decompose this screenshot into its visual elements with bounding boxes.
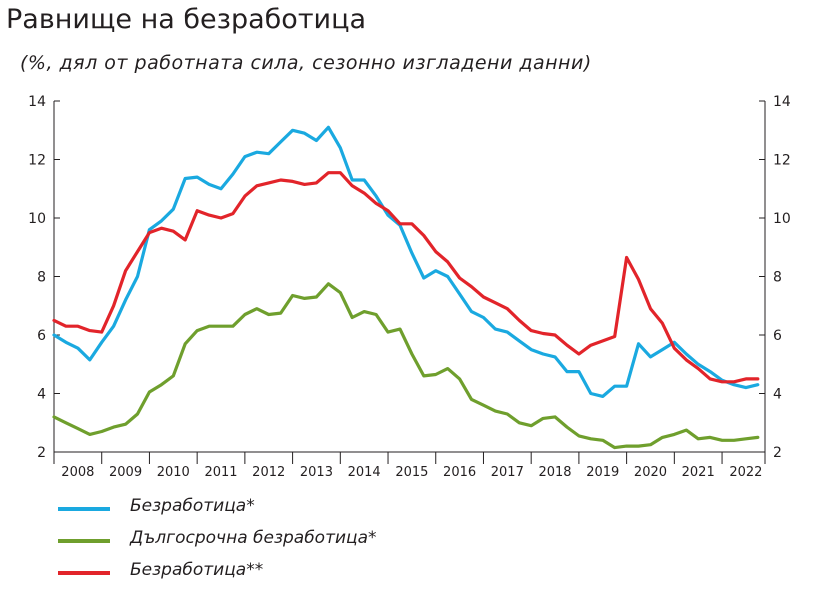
x-axis-labels: 2008 2009 2010 2011 2012 2013 2014 2015 2016 2017…: [61, 465, 762, 480]
x-tick-label: 2013: [300, 465, 333, 480]
y-tick-label-right: 10: [773, 211, 791, 227]
legend-label-long-term-unemployment: Дългосрочна безработица*: [130, 528, 377, 548]
x-tick-label: 2014: [348, 465, 381, 480]
series-line-unemployment-alt: [52, 171, 760, 384]
y-tick-label-right: 6: [773, 328, 782, 344]
y-tick-label-right: 4: [773, 387, 782, 403]
chart-title: Равнище на безработица: [6, 4, 367, 35]
x-tick-label: 2017: [491, 465, 524, 480]
x-tick-label: 2008: [61, 465, 94, 480]
x-tick-label: 2015: [395, 465, 428, 480]
legend-label-unemployment-alt: Безработица**: [130, 560, 264, 580]
x-tick-label: 2012: [252, 465, 285, 480]
y-tick-label-left: 4: [37, 387, 46, 403]
y-tick-label-right: 2: [773, 445, 782, 461]
x-tick-label: 2011: [204, 465, 237, 480]
y-tick-label-left: 10: [28, 211, 46, 227]
x-tick-label: 2020: [634, 465, 667, 480]
legend-swatch-unemployment-alt: [58, 571, 110, 575]
y-tick-label-left: 8: [37, 270, 46, 286]
x-tick-label: 2021: [682, 465, 715, 480]
y-tick-label-left: 6: [37, 328, 46, 344]
x-tick-label: 2018: [538, 465, 571, 480]
y-axis-right-labels: 2 4 6 8 10 12 14: [773, 94, 791, 461]
x-tick-label: 2009: [109, 465, 142, 480]
series-line-unemployment: [52, 125, 760, 398]
y-tick-label-right: 8: [773, 270, 782, 286]
chart-axes: [53, 100, 766, 464]
series-lines: [52, 125, 760, 450]
x-tick-label: 2019: [586, 465, 619, 480]
y-axis-left-labels: 2 4 6 8 10 12 14: [28, 94, 46, 461]
y-tick-label-right: 14: [773, 94, 791, 110]
y-tick-label-left: 14: [28, 94, 46, 110]
chart-subtitle: (%, дял от работната сила, сезонно изгла…: [20, 52, 592, 74]
legend-label-unemployment: Безработица*: [130, 496, 255, 516]
x-tick-label: 2022: [729, 465, 762, 480]
series-line-long-term-unemployment: [52, 282, 760, 450]
y-tick-label-left: 12: [28, 153, 46, 169]
y-tick-label-right: 12: [773, 153, 791, 169]
legend-swatch-long-term-unemployment: [58, 539, 110, 543]
legend-swatch-unemployment: [58, 507, 110, 511]
x-tick-label: 2016: [443, 465, 476, 480]
y-tick-label-left: 2: [37, 445, 46, 461]
x-tick-label: 2010: [157, 465, 190, 480]
